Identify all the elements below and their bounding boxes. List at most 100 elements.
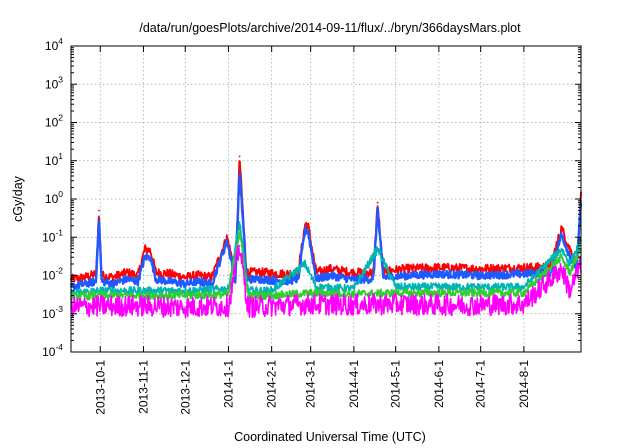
- data-point: [353, 293, 355, 295]
- data-point: [155, 278, 157, 281]
- data-point: [238, 155, 241, 158]
- data-point: [226, 240, 229, 242]
- data-point: [523, 273, 525, 275]
- data-point: [569, 263, 571, 265]
- data-point: [394, 303, 397, 305]
- series-line: [70, 245, 582, 319]
- data-point: [184, 289, 187, 292]
- y-tick-label: 102: [45, 113, 63, 130]
- data-point: [315, 278, 318, 281]
- data-point: [560, 247, 563, 250]
- data-point: [438, 266, 440, 269]
- data-point: [238, 229, 241, 232]
- y-tick-label: 103: [45, 74, 63, 91]
- data-point: [560, 256, 563, 259]
- y-tick-label: 10-4: [42, 342, 63, 359]
- data-point: [99, 305, 102, 307]
- x-tick-label: 2013-12-1: [178, 360, 192, 415]
- data-point: [523, 292, 525, 294]
- x-tick-label: 2014-8-1: [517, 360, 531, 408]
- y-axis-label: cGy/day: [11, 175, 25, 222]
- data-point: [95, 280, 97, 283]
- data-point: [261, 271, 263, 274]
- data-point: [438, 273, 440, 275]
- data-point: [304, 223, 306, 226]
- data-point: [270, 289, 273, 292]
- data-point: [169, 280, 171, 283]
- data-point: [149, 249, 152, 252]
- x-tick-label: 2014-4-1: [347, 360, 361, 408]
- data-point: [238, 221, 241, 223]
- data-point: [184, 294, 187, 297]
- data-point: [479, 304, 482, 306]
- data-point: [261, 278, 263, 281]
- series-line: [70, 160, 582, 283]
- data-point: [297, 278, 299, 281]
- data-point: [283, 273, 286, 275]
- x-tick-label: 2014-1-1: [221, 360, 235, 408]
- data-point: [111, 283, 114, 285]
- data-point: [98, 209, 100, 212]
- y-tick-label: 10-1: [42, 227, 63, 244]
- data-point: [149, 256, 152, 259]
- data-point: [270, 294, 273, 297]
- data-point: [523, 266, 525, 269]
- data-point: [329, 267, 332, 270]
- x-tick-label: 2014-5-1: [389, 360, 403, 408]
- data-point: [144, 247, 146, 250]
- data-point: [560, 267, 563, 270]
- data-point: [479, 292, 482, 294]
- series-group: [69, 155, 583, 319]
- data-point: [227, 305, 230, 307]
- data-point: [479, 286, 482, 288]
- data-point: [376, 247, 379, 250]
- data-point: [184, 283, 187, 285]
- data-point: [142, 305, 145, 307]
- data-point: [307, 229, 309, 232]
- data-point: [438, 304, 440, 306]
- data-point: [523, 286, 525, 288]
- data-point: [142, 289, 145, 292]
- data-point: [567, 251, 570, 254]
- x-tick-label: 2014-6-1: [432, 360, 446, 408]
- data-point: [196, 274, 199, 277]
- data-point: [438, 286, 440, 288]
- data-point: [376, 208, 379, 210]
- data-point: [569, 271, 571, 274]
- data-point: [479, 267, 482, 270]
- data-point: [438, 292, 440, 294]
- data-point: [376, 201, 379, 204]
- y-axis: 10-4 10-3 10-2 10-1 100 101 102 103 104: [42, 36, 581, 359]
- data-point: [270, 305, 273, 307]
- data-point: [329, 274, 332, 277]
- data-point: [309, 303, 312, 305]
- data-point: [210, 283, 213, 285]
- data-point: [479, 274, 482, 277]
- data-point: [304, 263, 306, 265]
- data-point: [227, 293, 230, 296]
- y-tick-label: 100: [45, 189, 63, 206]
- data-point: [125, 278, 128, 281]
- data-point: [382, 276, 384, 279]
- data-point: [98, 215, 100, 218]
- data-point: [84, 276, 86, 279]
- y-tick-label: 10-2: [42, 266, 63, 283]
- data-point: [560, 226, 563, 229]
- data-point: [238, 244, 241, 247]
- x-tick-label: 2013-11-1: [136, 360, 150, 414]
- data-point: [184, 276, 187, 279]
- data-point: [307, 223, 309, 226]
- data-point: [407, 274, 410, 277]
- data-point: [196, 280, 199, 283]
- data-point: [350, 278, 352, 281]
- data-point: [210, 276, 213, 279]
- data-point: [144, 256, 146, 259]
- data-point: [142, 294, 145, 297]
- x-axis-label: Coordinated Universal Time (UTC): [234, 430, 426, 444]
- data-point: [569, 289, 571, 292]
- data-point: [234, 278, 237, 281]
- data-point: [169, 273, 171, 275]
- data-point: [304, 229, 306, 232]
- x-tick-label: 2014-2-1: [265, 360, 279, 408]
- data-point: [309, 292, 312, 294]
